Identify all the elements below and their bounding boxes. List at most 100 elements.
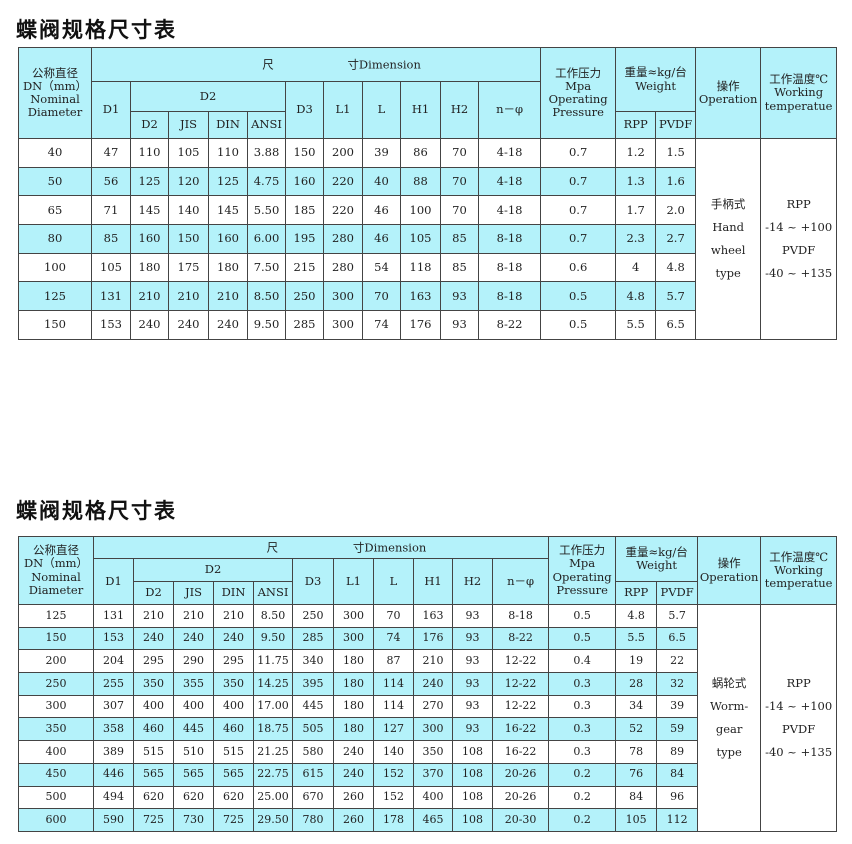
- cell-jis: 400: [173, 694, 214, 719]
- cell-pressure: 0.5: [540, 281, 617, 312]
- header-l: L: [362, 81, 401, 139]
- header-d2-group: D2: [133, 558, 293, 582]
- header-pvdf: PVDF: [656, 581, 699, 605]
- operation-type-line: 手柄式: [710, 196, 746, 211]
- cell-pvdf: 112: [656, 808, 699, 832]
- header-pvdf: PVDF: [655, 111, 697, 139]
- cell-rpp: 19: [615, 649, 658, 674]
- cell-rpp: 1.3: [615, 166, 657, 197]
- cell-d1: 56: [91, 166, 131, 197]
- header-weight: 重量≈kg/台 Weight: [615, 536, 699, 582]
- cell-jis: 175: [168, 252, 209, 283]
- cell-d3: 160: [285, 166, 324, 197]
- cell-ansi: 3.88: [247, 138, 286, 168]
- cell-d3: 780: [292, 808, 334, 832]
- cell-rpp: 4: [615, 252, 657, 283]
- header-d1: D1: [93, 558, 134, 605]
- header-nominal-diameter: 公称直径 DN（mm） Nominal Diameter: [18, 536, 94, 605]
- cell-dn: 65: [18, 195, 92, 226]
- cell-l: 114: [373, 694, 414, 719]
- operation-type-line: type: [715, 265, 741, 280]
- operation-type-line: Hand: [712, 219, 744, 234]
- cell-ansi: 8.50: [253, 604, 293, 628]
- cell-h1: 370: [413, 762, 453, 787]
- cell-d1: 204: [93, 649, 134, 674]
- cell-h1: 270: [413, 694, 453, 719]
- cell-pressure: 0.3: [548, 740, 617, 764]
- cell-l: 74: [373, 626, 414, 651]
- cell-h2: 70: [440, 195, 479, 226]
- cell-ansi: 25.00: [253, 785, 293, 810]
- cell-pressure: 0.7: [540, 138, 617, 168]
- cell-l: 152: [373, 762, 414, 787]
- cell-d1: 307: [93, 694, 134, 719]
- header-nominal-diameter-line: Diameter: [27, 105, 83, 120]
- cell-l: 152: [373, 785, 414, 810]
- cell-pressure: 0.3: [548, 672, 617, 696]
- cell-h1: 163: [400, 281, 441, 312]
- header-weight-line: Weight: [635, 78, 677, 93]
- cell-h1: 240: [413, 672, 453, 696]
- header-d3: D3: [285, 81, 324, 139]
- cell-h2: 108: [452, 740, 493, 764]
- cell-pvdf: 5.7: [656, 604, 699, 628]
- cell-d3: 285: [285, 310, 324, 340]
- working-temperature: RPP -14 ~ +100 PVDF -40 ~ +135: [760, 604, 838, 832]
- cell-dn: 600: [18, 808, 94, 832]
- cell-d1: 446: [93, 762, 134, 787]
- cell-l1: 300: [323, 281, 363, 312]
- cell-l1: 280: [323, 224, 363, 254]
- cell-ansi: 17.00: [253, 694, 293, 719]
- cell-pvdf: 5.7: [655, 281, 697, 312]
- cell-rpp: 1.7: [615, 195, 657, 226]
- cell-din: 180: [208, 252, 248, 283]
- header-operation: 操作 Operation: [695, 47, 762, 139]
- cell-l1: 240: [333, 762, 374, 787]
- table-row: 450 446 565 565 565 22.75 615 240 152 370 108 20-26…: [18, 762, 837, 787]
- cell-l: 54: [362, 252, 401, 283]
- cell-jis: 355: [173, 672, 214, 696]
- cell-h1: 100: [400, 195, 441, 226]
- cell-rpp: 4.8: [615, 604, 658, 628]
- cell-ansi: 6.00: [247, 224, 286, 254]
- table-row: 65 71 145 140 145 5.50 185 220 46 100 70 4-18 0.7 1.7…: [18, 195, 837, 226]
- cell-ansi: 14.25: [253, 672, 293, 696]
- header-pressure-line: Mpa: [569, 556, 596, 571]
- cell-d3: 340: [292, 649, 334, 674]
- cell-dn: 350: [18, 717, 94, 742]
- cell-d1: 85: [91, 224, 131, 254]
- cell-h1: 465: [413, 808, 453, 832]
- header-operation: 操作 Operation: [697, 536, 762, 605]
- cell-rpp: 34: [615, 694, 658, 719]
- header-n-phi: n－φ: [491, 558, 550, 605]
- butterfly-valve-spec-table-wormgear: 公称直径 DN（mm） Nominal Diameter 尺 寸Dimension 工作压力…: [18, 536, 838, 832]
- cell-jis: 140: [168, 195, 209, 226]
- header-weight-line: Weight: [636, 558, 678, 572]
- working-temperature-line: RPP: [786, 675, 811, 690]
- header-l1: L1: [323, 81, 363, 139]
- cell-l1: 200: [323, 138, 363, 168]
- cell-dn: 300: [18, 694, 94, 719]
- cell-pressure: 0.2: [548, 785, 617, 810]
- cell-n-phi: 16-22: [491, 740, 550, 764]
- cell-d1: 389: [93, 740, 134, 764]
- cell-l: 178: [373, 808, 414, 832]
- table-row: 600 590 725 730 725 29.50 780 260 178 465 108 20-30…: [18, 808, 837, 832]
- cell-jis: 565: [173, 762, 214, 787]
- cell-n-phi: 8-18: [477, 281, 542, 312]
- cell-d3: 195: [285, 224, 324, 254]
- cell-din: 295: [213, 649, 254, 674]
- cell-pressure: 0.3: [548, 717, 617, 742]
- header-d2: D2: [133, 581, 174, 605]
- cell-l1: 220: [323, 195, 363, 226]
- header-operation-line: Operation: [699, 569, 759, 584]
- cell-d3: 185: [285, 195, 324, 226]
- cell-din: 240: [208, 310, 248, 340]
- cell-d1: 153: [91, 310, 131, 340]
- cell-h1: 300: [413, 717, 453, 742]
- header-pressure-line: 工作压力: [559, 543, 606, 558]
- cell-h1: 210: [413, 649, 453, 674]
- cell-d2: 295: [133, 649, 174, 674]
- cell-l1: 220: [323, 166, 363, 197]
- cell-pvdf: 1.5: [655, 138, 697, 168]
